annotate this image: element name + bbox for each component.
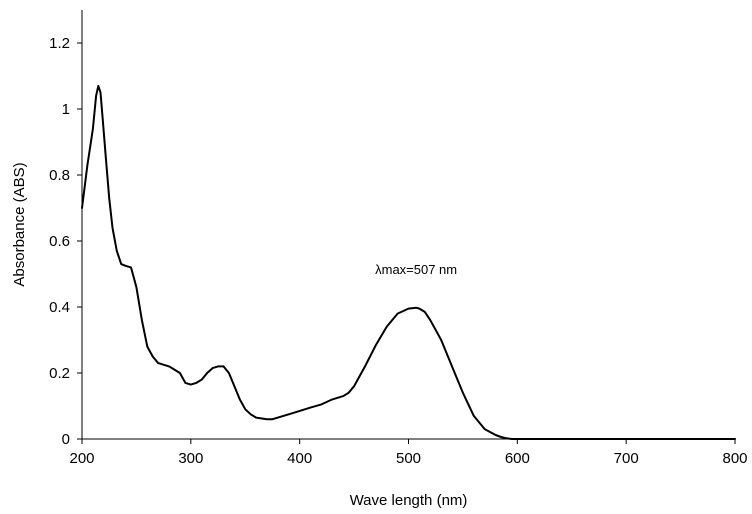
- absorbance-series-line: [81, 84, 736, 440]
- labels: Wave length (nm) Absorbance (ABS) λmax=5…: [11, 162, 467, 509]
- lambda-max-annotation: λmax=507 nm: [375, 262, 457, 277]
- series: [81, 84, 736, 440]
- y-tick-label: 0.6: [49, 233, 70, 250]
- x-tick-label: 500: [396, 450, 421, 467]
- x-tick-label: 700: [614, 450, 639, 467]
- x-tick-label: 400: [287, 450, 312, 467]
- y-tick-label: 0.8: [49, 167, 70, 184]
- y-tick-label: 0.2: [49, 365, 70, 382]
- y-tick-label: 0: [62, 431, 70, 448]
- x-tick-label: 200: [69, 450, 94, 467]
- x-axis-title: Wave length (nm): [350, 492, 468, 509]
- y-axis-title: Absorbance (ABS): [11, 162, 28, 286]
- y-tick-label: 0.4: [49, 299, 70, 316]
- ticks: 0 0.2 0.4 0.6 0.8 1 1.2 200 300 400 500 600 700 800: [49, 35, 747, 467]
- y-tick-label: 1.2: [49, 35, 70, 52]
- x-tick-label: 800: [722, 450, 747, 467]
- x-tick-label: 300: [178, 450, 203, 467]
- x-tick-label: 600: [505, 450, 530, 467]
- y-tick-label: 1: [62, 101, 70, 118]
